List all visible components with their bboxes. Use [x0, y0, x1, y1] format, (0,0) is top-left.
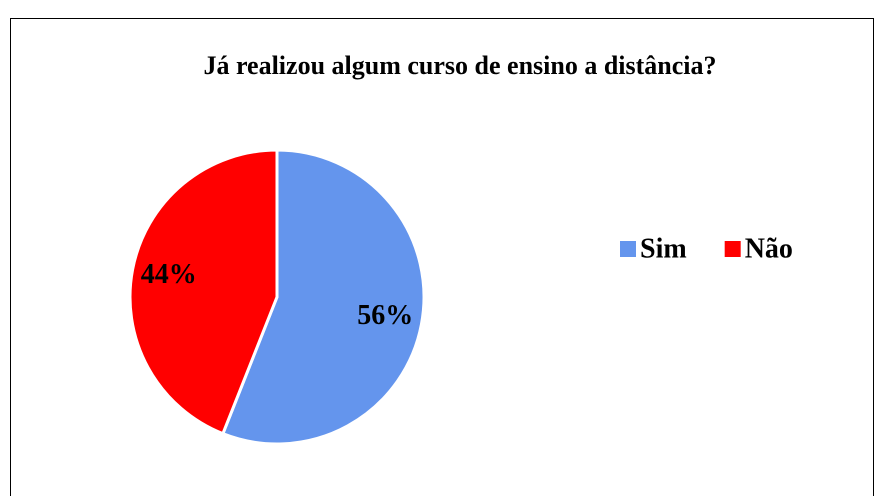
data-label: 44%	[141, 259, 197, 290]
pie-slice	[220, 148, 426, 446]
data-label: 56%	[357, 300, 413, 331]
chart-title: Já realizou algum curso de ensino a dist…	[203, 51, 716, 80]
legend-swatch	[620, 241, 636, 257]
pie-slice	[128, 148, 279, 436]
legend-label: Não	[745, 233, 793, 264]
legend-label: Sim	[640, 233, 687, 264]
legend-swatch	[724, 241, 741, 257]
